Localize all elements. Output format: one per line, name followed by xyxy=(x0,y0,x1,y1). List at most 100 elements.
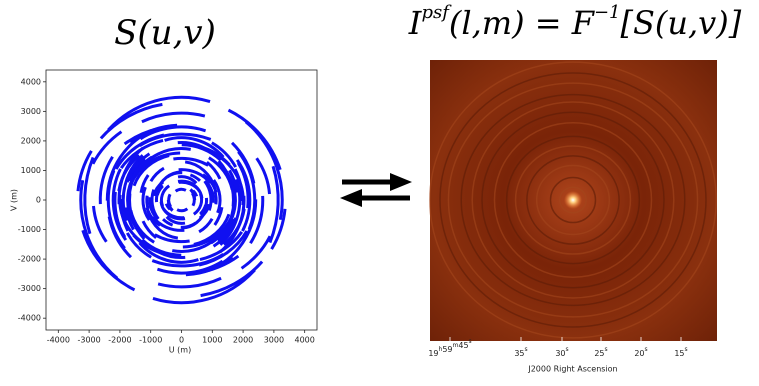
uv-track xyxy=(178,180,201,192)
ra-unit: h xyxy=(439,346,443,353)
ra-number: 45 xyxy=(458,341,468,350)
y-tick-label: 4000 xyxy=(21,77,41,86)
uv-track xyxy=(138,132,212,147)
ra-tick-label: 20s xyxy=(634,346,647,358)
x-tick-label: 1000 xyxy=(202,336,222,345)
ra-number: 35 xyxy=(514,349,524,358)
uv-track xyxy=(237,150,257,230)
uv-track xyxy=(76,150,93,192)
ra-number: 59 xyxy=(442,345,452,354)
uv-track xyxy=(157,276,222,289)
uv-track xyxy=(192,143,231,166)
uv-track xyxy=(145,206,161,227)
uv-track xyxy=(177,175,198,185)
psf-ring xyxy=(505,135,641,265)
x-tick-label: -4000 xyxy=(47,336,70,345)
y-tick-label: 0 xyxy=(36,196,41,205)
uv-track xyxy=(176,207,189,213)
uv-track xyxy=(152,180,165,197)
ra-unit: s xyxy=(566,346,569,353)
ra-unit: s xyxy=(525,346,528,353)
uv-track xyxy=(99,102,163,140)
uv-track xyxy=(242,173,250,209)
psf-ring xyxy=(535,164,611,236)
x-tick-label: 3000 xyxy=(264,336,284,345)
uv-track xyxy=(205,161,222,180)
uv-track xyxy=(198,203,211,220)
y-tick-label: -3000 xyxy=(18,284,41,293)
psf-ring xyxy=(471,101,675,299)
ra-number: 19 xyxy=(428,349,438,358)
y-tick-label: 2000 xyxy=(21,136,41,145)
uv-track xyxy=(166,199,174,212)
uv-track xyxy=(126,232,152,259)
uv-track xyxy=(228,169,239,193)
uv-track xyxy=(156,259,224,275)
x-tick-label: 0 xyxy=(179,336,184,345)
x-tick-label: 2000 xyxy=(233,336,253,345)
uv-track xyxy=(91,205,108,243)
uv-track xyxy=(91,130,123,165)
uv-track xyxy=(141,186,151,221)
left-title: S(u,v) xyxy=(114,13,216,53)
psf-ring xyxy=(429,61,717,339)
y-tick-label: -2000 xyxy=(18,255,41,264)
uv-track xyxy=(219,178,242,246)
uv-track xyxy=(233,168,244,202)
uv-track xyxy=(129,151,181,186)
uv-track xyxy=(150,189,160,220)
uv-track xyxy=(203,180,213,211)
psf-peak xyxy=(564,191,582,209)
uv-track xyxy=(202,173,218,194)
ra-unit: m xyxy=(453,342,459,349)
uv-track xyxy=(217,159,235,207)
y-tick-label: -1000 xyxy=(18,225,41,234)
uv-track xyxy=(106,170,126,250)
uv-track xyxy=(174,187,187,193)
ra-number: 25 xyxy=(594,349,604,358)
x-tick-label: 4000 xyxy=(295,336,315,345)
psf-ring xyxy=(460,93,686,307)
ra-number: 15 xyxy=(674,349,684,358)
y-tick-label: 3000 xyxy=(21,107,41,116)
uv-track xyxy=(165,215,186,225)
uv-track xyxy=(154,233,190,244)
uv-track xyxy=(189,188,197,201)
y-axis-label: V (m) xyxy=(10,189,19,211)
uv-track xyxy=(151,253,225,268)
ra-axis-label: J2000 Right Ascension xyxy=(527,365,617,374)
uv-track xyxy=(138,241,199,264)
uv-track xyxy=(98,155,114,205)
uv-track xyxy=(244,120,284,221)
x-axis-label: U (m) xyxy=(169,346,191,355)
uv-track xyxy=(164,136,225,159)
uv-track xyxy=(182,214,234,249)
ra-tick-label: 30s xyxy=(555,346,568,358)
x-tick-label: -3000 xyxy=(77,336,100,345)
psf-ring xyxy=(493,122,653,278)
uv-track xyxy=(199,204,208,215)
uv-track xyxy=(268,165,280,244)
uv-track xyxy=(149,166,165,183)
ra-number: 20 xyxy=(634,349,644,358)
psf-ring xyxy=(447,82,699,318)
uv-track xyxy=(189,173,202,182)
uv-track xyxy=(152,268,256,305)
uv-track xyxy=(107,95,211,132)
title-part: I xyxy=(408,4,423,42)
uv-track xyxy=(249,195,265,245)
uv-track xyxy=(270,208,287,250)
ra-unit: s xyxy=(469,338,472,345)
uv-tracks xyxy=(76,95,287,305)
title-sup: −1 xyxy=(594,2,621,23)
uv-track xyxy=(235,159,252,232)
uv-track xyxy=(121,154,144,222)
uv-track xyxy=(113,191,121,227)
x-tick-label: -1000 xyxy=(139,336,162,345)
psf-ring xyxy=(514,145,632,255)
ra-tick-label: 19h59m45s xyxy=(428,338,471,358)
y-tick-label: -4000 xyxy=(18,314,41,323)
uv-track xyxy=(139,174,150,194)
uv-track xyxy=(79,179,119,280)
uv-axes xyxy=(45,69,318,331)
